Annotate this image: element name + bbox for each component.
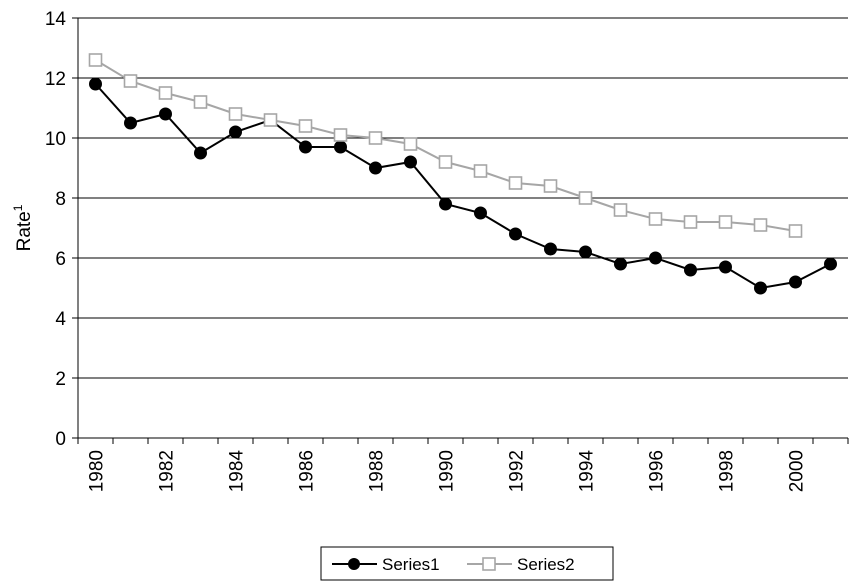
point-Series2-1998 <box>718 215 733 229</box>
x-tick-label-1988: 1988 <box>367 450 388 492</box>
point-Series2-1986 <box>298 119 313 133</box>
point-Series1-1997 <box>684 263 697 277</box>
y-tick-label-10: 10 <box>45 129 66 150</box>
point-Series2-1996 <box>648 212 663 226</box>
point-Series1-1982 <box>159 107 172 121</box>
point-Series1-1991 <box>474 206 487 220</box>
x-tick-label-1990: 1990 <box>437 450 458 492</box>
point-Series1-1989 <box>404 155 417 169</box>
x-tick-label-1996: 1996 <box>647 450 668 492</box>
x-tick-label-1982: 1982 <box>157 450 178 492</box>
point-Series1-1996 <box>649 251 662 265</box>
axes <box>72 17 849 444</box>
series-lines <box>88 53 837 295</box>
x-tick-label-1980: 1980 <box>87 450 108 492</box>
y-tick-labels: 0 2 4 6 8 10 12 14 <box>45 9 67 450</box>
point-Series1-1988 <box>369 161 382 175</box>
y-tick-label-4: 4 <box>55 309 66 330</box>
legend-label-Series1: Series1 <box>382 555 440 574</box>
legend-item-Series2: Series2 <box>467 555 575 574</box>
series-line-Series1 <box>94 83 831 290</box>
y-axis-label-text: Rate <box>14 211 35 251</box>
point-Series1-2000 <box>789 275 802 289</box>
point-Series1-1998 <box>719 260 732 274</box>
legend-items: Series1 Series2 <box>332 555 575 574</box>
x-tick-label-1986: 1986 <box>297 450 318 492</box>
x-tick-label-1992: 1992 <box>507 450 528 492</box>
y-tick-label-0: 0 <box>55 429 66 450</box>
point-Series1-1980 <box>89 77 102 91</box>
point-Series2-1983 <box>193 95 208 109</box>
point-Series1-1990 <box>439 197 452 211</box>
x-tick-label-1994: 1994 <box>577 450 598 493</box>
point-Series1-2001 <box>824 257 837 271</box>
legend: Series1 Series2 <box>320 546 614 581</box>
x-tick-label-1998: 1998 <box>717 450 738 492</box>
point-Series2-1992 <box>508 176 523 190</box>
x-tick-label-1984: 1984 <box>227 450 248 493</box>
point-Series1-1984 <box>229 125 242 139</box>
point-Series2-1987 <box>333 128 348 142</box>
series-Series1 <box>89 77 837 295</box>
legend-marker-Series1 <box>348 558 360 570</box>
y-tick-label-12: 12 <box>45 69 66 90</box>
point-Series1-1983 <box>194 146 207 160</box>
y-tick-label-14: 14 <box>45 9 67 30</box>
x-tick-labels: 1980 1982 1984 1986 1988 1990 1992 1994 1996 1998… <box>87 450 808 493</box>
point-Series2-2000 <box>788 224 803 238</box>
point-Series2-1980 <box>88 53 103 67</box>
point-Series2-1994 <box>578 191 593 205</box>
point-Series1-1987 <box>334 140 347 154</box>
point-Series1-1995 <box>614 257 627 271</box>
point-Series2-1991 <box>473 164 488 178</box>
point-Series1-1981 <box>124 116 137 130</box>
point-Series2-1999 <box>753 218 768 232</box>
point-Series2-1984 <box>228 107 243 121</box>
x-tick-label-2000: 2000 <box>787 450 808 492</box>
point-Series2-1985 <box>263 113 278 127</box>
point-Series2-1988 <box>368 131 383 145</box>
point-Series1-1986 <box>299 140 312 154</box>
y-tick-label-2: 2 <box>55 369 66 390</box>
y-tick-label-8: 8 <box>55 189 66 210</box>
series-Series2 <box>88 53 803 238</box>
point-Series2-1981 <box>123 74 138 88</box>
y-axis-label-superscript: 1 <box>11 204 25 211</box>
point-Series2-1995 <box>613 203 628 217</box>
point-Series1-1992 <box>509 227 522 241</box>
grid-lines <box>78 17 848 379</box>
legend-item-Series1: Series1 <box>332 555 440 574</box>
point-Series1-1999 <box>754 281 767 295</box>
point-Series1-1994 <box>579 245 592 259</box>
legend-marker-Series2 <box>482 557 496 571</box>
point-Series1-1993 <box>544 242 557 256</box>
point-Series2-1997 <box>683 215 698 229</box>
point-Series2-1982 <box>158 86 173 100</box>
point-Series2-1989 <box>403 137 418 151</box>
point-Series2-1990 <box>438 155 453 169</box>
legend-label-Series2: Series2 <box>517 555 575 574</box>
y-axis-label: Rate1 <box>11 204 35 251</box>
point-Series2-1993 <box>543 179 558 193</box>
y-tick-label-6: 6 <box>55 249 66 270</box>
